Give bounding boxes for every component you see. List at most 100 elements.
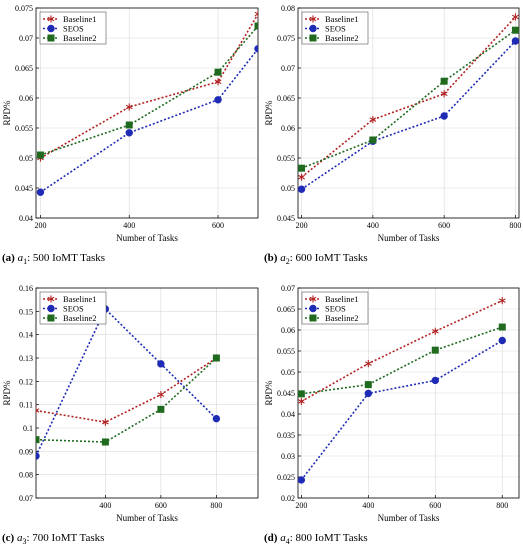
series-line-baseline2-b: [301, 29, 516, 169]
caption-b: (b) a2: 600 IoMT Tasks: [264, 252, 368, 266]
legend-label-seos-a: SEOS: [63, 24, 84, 34]
point-baseline1-c: [101, 418, 109, 426]
ytick-label-a: 0.06: [19, 94, 33, 103]
ytick-label-c: 0.15: [19, 307, 33, 316]
caption-d-var: a: [280, 532, 286, 544]
point-seos-d: [364, 389, 373, 398]
ytick-label-a: 0.05: [19, 154, 33, 163]
point-baseline2-b: [440, 77, 448, 85]
point-seos-a: [125, 129, 133, 137]
plot-area-a: [36, 10, 258, 196]
caption-c-var: a: [16, 532, 23, 544]
series-line-baseline2-c: [36, 357, 217, 443]
legend-marker-baseline2-b: [309, 34, 317, 42]
ytick-label-d: 0.06: [281, 326, 295, 335]
xtick-label-a: 600: [212, 221, 224, 230]
point-baseline1-d: [364, 360, 372, 368]
caption-b-text: : 600 IoMT Tasks: [289, 252, 368, 264]
plot-area-b: [298, 13, 519, 193]
point-seos-a: [214, 96, 222, 104]
ytick-label-d: 0.02: [281, 494, 295, 503]
series-line-seos-c: [36, 307, 217, 457]
legend-marker-baseline1-b: [309, 15, 317, 23]
chart-panel-d: 0.02 0.025 0.03 0.035 0.04 0.045 0.05 0.055 0.06…: [262, 280, 523, 550]
series-line-baseline1-a: [40, 13, 258, 159]
legend-marker-baseline1-a: [47, 15, 55, 23]
caption-c-letter: (c): [2, 532, 15, 544]
ytick-label-a: 0.045: [15, 184, 33, 193]
caption-d-text: : 800 IoMT Tasks: [289, 532, 368, 544]
point-baseline2-a: [36, 151, 44, 159]
point-seos-d: [431, 376, 439, 385]
legend-label-seos-c: SEOS: [63, 304, 84, 314]
point-seos-d: [298, 476, 306, 484]
caption-c-text: : 700 IoMT Tasks: [26, 532, 105, 544]
caption-c-sub: 3: [22, 537, 27, 547]
ytick-label-c: 0.07: [19, 494, 33, 503]
legend-marker-seos-b: [309, 24, 317, 33]
plot-frame-c: [35, 287, 259, 499]
plot-frame-b: [297, 7, 520, 219]
xtick-label-c: 400: [99, 501, 111, 510]
xtick-label-d: 200: [295, 501, 307, 510]
point-seos-a: [254, 45, 258, 53]
legend-marker-baseline2-d: [309, 314, 317, 322]
ytick-label-b: 0.055: [277, 154, 295, 163]
legend-label-baseline1-c: Baseline1: [63, 294, 97, 304]
xtick-label-b: 800: [509, 221, 521, 230]
point-baseline1-a: [254, 10, 258, 18]
ytick-label-c: 0.16: [19, 284, 33, 293]
legend-label-seos-d: SEOS: [325, 304, 346, 314]
ytick-label-c: 0.14: [19, 331, 33, 340]
plot-frame-a: [35, 7, 259, 219]
point-baseline1-b: [512, 13, 519, 21]
xtick-label-b: 200: [296, 221, 308, 230]
legend-label-baseline2-c: Baseline2: [63, 313, 97, 323]
xtick-label-a: 200: [34, 221, 46, 230]
series-line-baseline1-b: [301, 16, 517, 178]
legend-marker-baseline1-d: [309, 295, 317, 303]
point-baseline1-d: [298, 397, 305, 405]
plot-area-d: [298, 297, 506, 484]
xtick-label-b: 400: [367, 221, 379, 230]
caption-d: (d) a4: 800 IoMT Tasks: [264, 532, 368, 546]
y-axis-label-d: RPD%: [264, 380, 274, 406]
legend-marker-baseline2-a: [47, 34, 55, 42]
ytick-label-a: 0.04: [19, 214, 33, 223]
point-seos-b: [298, 185, 306, 193]
chart-panel-a: 0.04 0.045 0.05 0.055 0.06 0.065 0.07 0.075 200 4…: [0, 0, 262, 270]
point-baseline1-b: [298, 173, 305, 181]
chart-c-svg: 0.07 0.08 0.09 0.1 0.11 0.12 0.13 0.14 0.15 0.16 4…: [2, 284, 259, 523]
point-baseline2-d: [431, 346, 439, 354]
point-baseline1-c: [36, 406, 40, 415]
legend-label-baseline1-d: Baseline1: [325, 294, 359, 304]
chart-panel-c: 0.07 0.08 0.09 0.1 0.11 0.12 0.13 0.14 0.15 0.16 4…: [0, 280, 262, 550]
ytick-label-d: 0.025: [277, 473, 295, 482]
point-baseline2-c: [212, 354, 220, 362]
ytick-label-d: 0.07: [281, 284, 295, 293]
caption-d-letter: (d): [264, 532, 278, 544]
legend-label-baseline2-d: Baseline2: [325, 313, 359, 323]
caption-a-text: : 500 IoMT Tasks: [27, 252, 106, 264]
ytick-label-a: 0.07: [19, 34, 33, 43]
ytick-label-a: 0.075: [15, 4, 33, 13]
ytick-label-c: 0.13: [19, 354, 33, 363]
point-baseline1-a: [214, 78, 222, 86]
plot-area-c: [36, 305, 221, 460]
xtick-label-c: 600: [155, 501, 167, 510]
series-line-baseline2-d: [301, 326, 503, 395]
caption-a-sub: 1: [23, 257, 28, 267]
legend-label-baseline1-b: Baseline1: [325, 14, 359, 24]
caption-a-var: a: [17, 252, 24, 264]
xtick-label-c: 800: [210, 501, 222, 510]
point-baseline2-a: [214, 68, 222, 76]
caption-b-sub: 2: [285, 257, 290, 267]
point-baseline2-b: [369, 136, 377, 144]
point-seos-c: [212, 414, 221, 423]
y-axis-label-b: RPD%: [264, 100, 274, 126]
x-axis-label-a: Number of Tasks: [116, 233, 178, 243]
series-line-seos-b: [301, 40, 517, 190]
series-line-baseline1-d: [300, 299, 503, 403]
